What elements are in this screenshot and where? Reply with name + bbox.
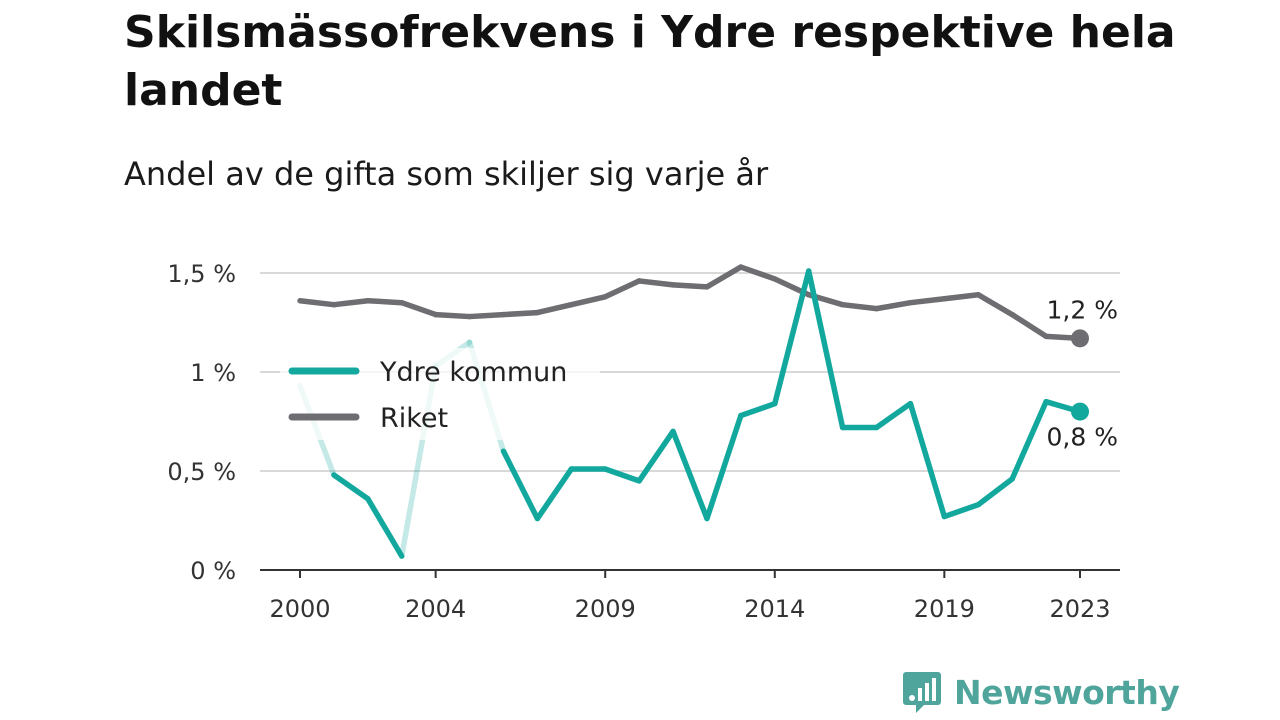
series-segment-ydre-kommun [500, 448, 541, 522]
chart-subtitle: Andel av de gifta som skiljer sig varje … [124, 155, 769, 193]
chart-title: Skilsmässofrekvens i Ydre respektive hel… [124, 7, 1176, 116]
series-segment-riket [873, 299, 914, 312]
series-segment-riket [738, 264, 778, 282]
legend-label: Ydre kommun [379, 357, 567, 388]
end-labels: 1,2 % 0,8 % [1047, 295, 1118, 451]
end-label-ydre: 0,8 % [1047, 423, 1118, 452]
series-segment-riket [466, 311, 507, 320]
series-segment-ydre-kommun [907, 400, 948, 520]
legend-background [280, 348, 600, 440]
series-segment-riket [704, 264, 744, 290]
series-segment-riket [636, 278, 676, 288]
end-label-riket: 1,2 % [1047, 295, 1118, 324]
brand-name: Newsworthy [954, 672, 1180, 712]
series-segment-riket [941, 292, 982, 302]
x-tick-label: 2000 [269, 595, 330, 623]
y-tick-label: 0,5 % [167, 458, 236, 486]
series-segment-ydre-kommun [534, 466, 575, 522]
series-segment-riket [568, 294, 608, 308]
x-tick-label: 2023 [1049, 595, 1110, 623]
y-tick-label: 0 % [190, 557, 236, 585]
series-segment-ydre-kommun [941, 501, 982, 520]
series-segment-ydre-kommun [772, 268, 812, 407]
x-tick-label: 2009 [575, 595, 636, 623]
series-segment-ydre-kommun [1009, 398, 1049, 482]
series-segment-riket [331, 297, 371, 308]
series-segment-riket [839, 301, 880, 312]
series-segment-riket [602, 278, 642, 300]
legend-label: Riket [380, 403, 448, 434]
series-segment-ydre-kommun [670, 428, 710, 522]
x-tick-label: 2014 [744, 595, 805, 623]
x-tick-label: 2004 [405, 595, 466, 623]
series-segment-riket [398, 299, 439, 318]
x-tick-label: 2019 [914, 595, 975, 623]
series-segment-ydre-kommun [331, 472, 371, 502]
series-segment-riket [365, 297, 405, 306]
series-segment-ydre-kommun [873, 400, 914, 431]
series-segment-ydre-kommun [805, 268, 846, 431]
series-segment-ydre-kommun [602, 466, 642, 484]
series-segment-riket [975, 292, 1015, 318]
brand: Newsworthy [902, 670, 1180, 714]
series-segment-ydre-kommun [365, 495, 405, 559]
x-axis: 2000 2004 2009 2014 2019 2023 [260, 569, 1120, 623]
series-segment-ydre-kommun [704, 412, 744, 522]
series-segment-ydre-kommun [975, 476, 1015, 508]
series-segment-riket [907, 295, 948, 306]
legend: Ydre kommun Riket [280, 348, 600, 440]
series-segment-riket [534, 301, 575, 316]
y-tick-label: 1,5 % [167, 260, 236, 288]
series-segment-riket [1009, 311, 1049, 340]
end-point-ydre-kommun [1071, 402, 1089, 421]
y-tick-label: 1 % [190, 359, 236, 387]
end-point-riket [1071, 329, 1089, 348]
series-segment-riket [500, 309, 541, 318]
series-segment-riket [297, 297, 337, 308]
series-segment-riket [432, 311, 473, 320]
series-segment-ydre-kommun [636, 428, 676, 484]
series-lines [297, 264, 1089, 559]
y-axis-ticks: 0 % 0,5 % 1 % 1,5 % [167, 260, 236, 585]
series-segment-riket [670, 282, 710, 290]
series-segment-ydre-kommun [738, 400, 778, 419]
newsworthy-logo-icon [903, 672, 941, 713]
